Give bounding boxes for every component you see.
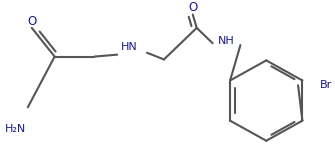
Text: Br: Br — [320, 80, 332, 90]
Text: O: O — [27, 15, 37, 28]
Text: O: O — [188, 1, 197, 14]
Text: H₂N: H₂N — [5, 124, 26, 134]
Text: HN: HN — [121, 42, 138, 52]
Text: NH: NH — [218, 36, 235, 46]
